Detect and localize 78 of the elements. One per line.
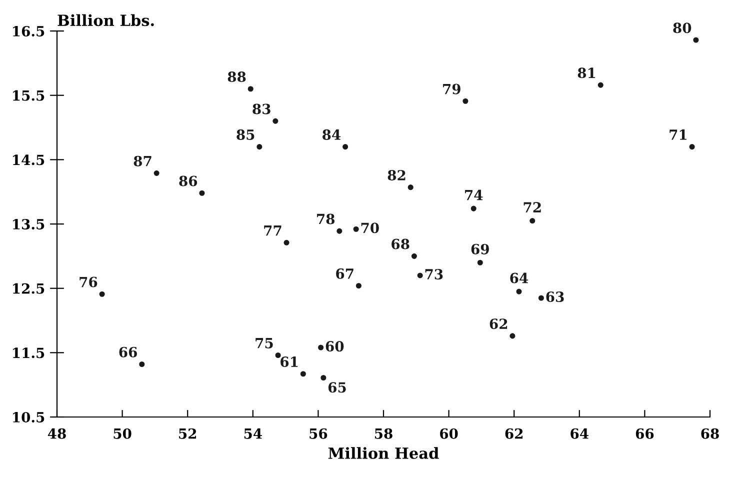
point — [598, 82, 604, 88]
point — [336, 228, 342, 234]
annotation: 63 — [546, 292, 564, 302]
point — [272, 118, 278, 124]
point — [256, 144, 262, 150]
annotation: 87 — [134, 156, 152, 166]
annotation: 79 — [443, 84, 460, 94]
y-tick-label: 15.5 — [13, 90, 44, 101]
annotation: 60 — [326, 341, 344, 352]
annotation: 84 — [322, 129, 341, 140]
x-axis-title: Million Head — [328, 447, 439, 459]
x-tick-label: 68 — [701, 428, 719, 439]
annotation: 82 — [388, 170, 406, 180]
x-tick-label: 50 — [114, 428, 132, 439]
y-tick-label: 16.5 — [13, 26, 44, 36]
x-tick-label: 64 — [570, 428, 588, 439]
point — [417, 272, 423, 278]
point — [342, 144, 348, 150]
point — [154, 170, 160, 176]
annotation: 77 — [264, 225, 282, 236]
point — [248, 86, 254, 92]
point — [284, 240, 290, 246]
point — [411, 253, 417, 259]
y-tick-label: 10.5 — [13, 412, 44, 422]
annotation: 62 — [490, 318, 508, 330]
annotation: 88 — [228, 72, 246, 82]
point — [530, 218, 536, 224]
point — [139, 361, 145, 368]
point — [538, 295, 544, 301]
point — [510, 333, 516, 339]
y-tick-label: 12.5 — [13, 283, 44, 294]
annotation: 68 — [392, 238, 410, 250]
point — [693, 37, 699, 43]
annotation: 83 — [252, 104, 270, 114]
point — [99, 291, 105, 297]
point — [408, 184, 414, 190]
annotation: 64 — [510, 272, 528, 284]
point — [356, 282, 362, 289]
point — [477, 260, 483, 266]
annotation: 66 — [119, 346, 137, 358]
annotation: 70 — [361, 222, 379, 234]
y-tick-label: 11.5 — [13, 348, 44, 358]
y-axis-title: Billion Lbs. — [58, 14, 154, 26]
annotation: 67 — [336, 268, 354, 279]
x-tick-label: 52 — [179, 428, 196, 439]
point — [199, 190, 205, 196]
annotation: 85 — [236, 129, 254, 140]
annotation: 71 — [670, 129, 686, 140]
annotation: 86 — [179, 176, 198, 186]
annotation: 61 — [280, 356, 298, 368]
annotation: 69 — [471, 244, 489, 254]
point — [516, 288, 522, 294]
x-tick-label: 62 — [505, 428, 523, 439]
x-tick-label: 48 — [48, 428, 66, 439]
point — [462, 98, 468, 104]
annotation: 65 — [328, 382, 346, 393]
point — [470, 206, 476, 212]
x-tick-label: 56 — [310, 428, 328, 439]
y-tick-label: 14.5 — [13, 154, 44, 166]
point — [275, 352, 281, 358]
annotation: 81 — [578, 68, 596, 78]
x-tick-label: 60 — [440, 428, 458, 439]
x-tick-label: 66 — [636, 428, 654, 439]
annotation: 78 — [317, 214, 335, 224]
x-tick-label: 58 — [374, 428, 392, 439]
point — [320, 374, 326, 381]
point — [689, 144, 695, 150]
y-tick-label: 13.5 — [13, 218, 44, 230]
annotation: 74 — [465, 190, 483, 200]
annotation: 73 — [425, 268, 443, 280]
x-tick-label: 54 — [244, 428, 262, 439]
annotation: 76 — [80, 276, 98, 288]
point — [318, 344, 324, 350]
annotation: 80 — [673, 22, 692, 34]
point — [300, 371, 306, 377]
annotation: 72 — [524, 202, 541, 212]
point — [353, 226, 359, 232]
annotation: 75 — [256, 338, 273, 348]
